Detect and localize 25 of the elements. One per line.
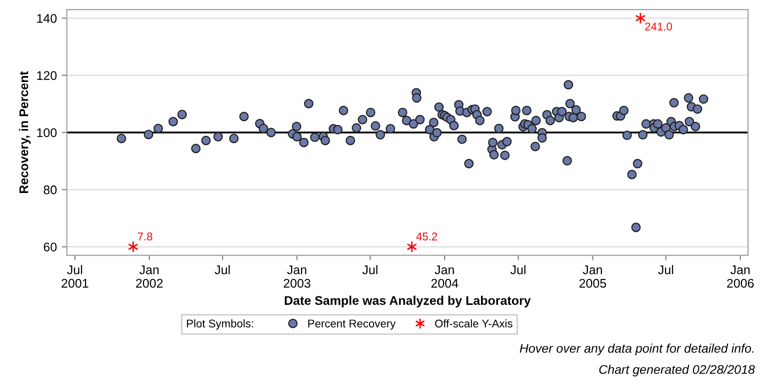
annotation: 7.8 [138,232,152,240]
x-tick-label: Jan 2006 [727,266,754,288]
y-axis-title: Recovery, in Percent [19,71,31,194]
x-tick-label: Jan 2003 [284,266,310,288]
y-tick-label: 140 [37,14,57,23]
x-axis-title: Date Sample was Analyzed by Laboratory [284,296,531,308]
text: Hover over any data point for detailed info. [520,344,754,356]
annotation: 241.0 [645,22,672,30]
y-tick-label: 120 [37,71,57,80]
annotation: 45.2 [416,232,438,240]
x-tick-label: Jan 2002 [136,266,163,288]
x-tick-label: Jul [658,265,674,274]
x-tick-label: Jul [510,265,526,274]
legend-title: Plot Symbols: [187,319,254,330]
legend-label: Off-scale Y-Axis [435,319,512,328]
legend-label: Percent Recovery [308,320,396,330]
x-tick-label: Jan 2005 [579,266,606,288]
x-tick-label: Jan 2004 [431,266,458,288]
y-tick-label: 80 [44,185,57,194]
y-tick-label: 100 [37,128,57,138]
x-tick-label: Jul [362,265,378,274]
x-tick-label: Jul 2001 [62,265,88,288]
x-tick-label: Jul [214,265,230,274]
y-tick-label: 60 [44,242,57,252]
text: Chart generated 02/28/2018 [599,364,755,376]
